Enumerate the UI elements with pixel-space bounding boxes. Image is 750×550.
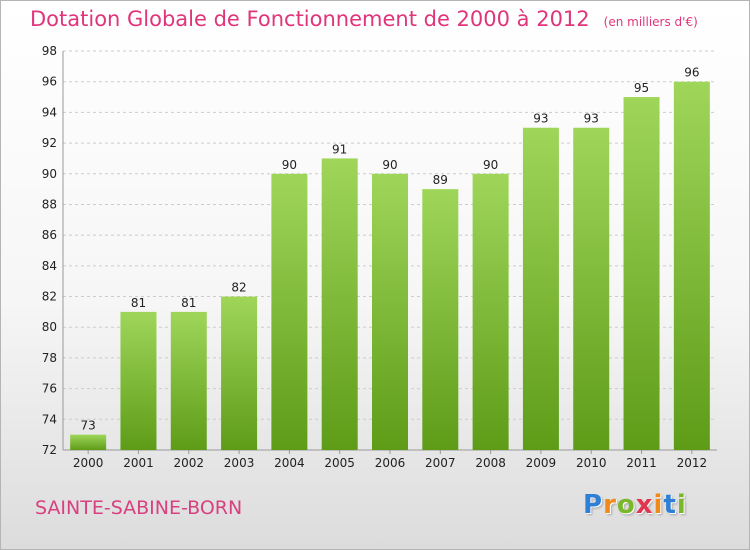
x-tick-label-2011: 2011 bbox=[626, 456, 657, 470]
bar-2008 bbox=[472, 173, 509, 450]
bar-series bbox=[70, 81, 710, 451]
chart-title: Dotation Globale de Fonctionnement de 20… bbox=[30, 7, 698, 31]
y-tick-label: 98 bbox=[42, 44, 57, 58]
y-tick-label: 80 bbox=[42, 320, 57, 334]
y-tick-label: 72 bbox=[42, 443, 57, 457]
bar-2004 bbox=[271, 173, 308, 450]
y-tick-label: 88 bbox=[42, 197, 57, 211]
x-tick-label-2010: 2010 bbox=[576, 456, 607, 470]
logo-letter: t bbox=[663, 490, 677, 520]
data-label-2005: 91 bbox=[332, 142, 347, 156]
data-label-2006: 90 bbox=[382, 158, 397, 172]
bar-2000 bbox=[70, 434, 107, 450]
y-tick-label: 94 bbox=[42, 105, 57, 119]
proxiti-logo: Proxiti bbox=[583, 490, 687, 520]
data-label-2010: 93 bbox=[584, 112, 599, 126]
y-tick-label: 74 bbox=[42, 412, 57, 426]
logo-letter: P bbox=[583, 490, 604, 520]
x-tick-label-2009: 2009 bbox=[526, 456, 557, 470]
x-tick-label-2005: 2005 bbox=[324, 456, 355, 470]
bar-2010 bbox=[573, 127, 610, 450]
bar-2002 bbox=[170, 311, 207, 450]
data-label-2004: 90 bbox=[282, 158, 297, 172]
x-tick-label-2012: 2012 bbox=[677, 456, 708, 470]
data-label-2003: 82 bbox=[231, 281, 246, 295]
x-tick-label-2004: 2004 bbox=[274, 456, 305, 470]
x-tick-label-2003: 2003 bbox=[224, 456, 255, 470]
logo-letter: o bbox=[616, 490, 636, 520]
chart-unit-subtitle: (en milliers d'€) bbox=[603, 15, 698, 29]
y-tick-label: 84 bbox=[42, 259, 57, 273]
y-tick-label: 96 bbox=[42, 75, 57, 89]
data-label-2001: 81 bbox=[131, 296, 146, 310]
bar-2012 bbox=[673, 81, 710, 450]
bar-2005 bbox=[321, 158, 358, 450]
data-label-2011: 95 bbox=[634, 81, 649, 95]
logo-letter: i bbox=[653, 490, 664, 520]
bar-2007 bbox=[422, 189, 459, 450]
x-tick-label-2006: 2006 bbox=[375, 456, 406, 470]
data-label-2009: 93 bbox=[533, 112, 548, 126]
bar-2009 bbox=[522, 127, 559, 450]
logo-letter: x bbox=[635, 490, 654, 520]
commune-name: SAINTE-SABINE-BORN bbox=[35, 497, 243, 519]
y-tick-label: 90 bbox=[42, 167, 57, 181]
data-label-2000: 73 bbox=[81, 419, 96, 433]
x-tick-label-2001: 2001 bbox=[123, 456, 154, 470]
x-tick-label-2008: 2008 bbox=[475, 456, 506, 470]
x-tick-label-2002: 2002 bbox=[173, 456, 204, 470]
bar-2001 bbox=[120, 311, 157, 450]
bar-2006 bbox=[372, 173, 408, 450]
bar-2003 bbox=[221, 296, 258, 450]
chart-title-text: Dotation Globale de Fonctionnement de 20… bbox=[30, 7, 590, 31]
x-tick-label-2000: 2000 bbox=[73, 456, 104, 470]
y-tick-label: 76 bbox=[42, 382, 57, 396]
y-tick-label: 86 bbox=[42, 228, 57, 242]
data-labels: 73 81 81 82 90 91 90 89 90 93 93 95 96 bbox=[81, 66, 700, 433]
logo-letter: r bbox=[603, 490, 617, 520]
data-label-2002: 81 bbox=[181, 296, 196, 310]
x-tick-label-2007: 2007 bbox=[425, 456, 456, 470]
logo-letter: i bbox=[676, 490, 687, 520]
data-label-2007: 89 bbox=[433, 173, 448, 187]
y-tick-label: 78 bbox=[42, 351, 57, 365]
y-tick-label: 82 bbox=[42, 290, 57, 304]
bar-2011 bbox=[623, 97, 660, 451]
y-tick-label: 92 bbox=[42, 136, 57, 150]
data-label-2008: 90 bbox=[483, 158, 498, 172]
data-label-2012: 96 bbox=[684, 66, 699, 80]
